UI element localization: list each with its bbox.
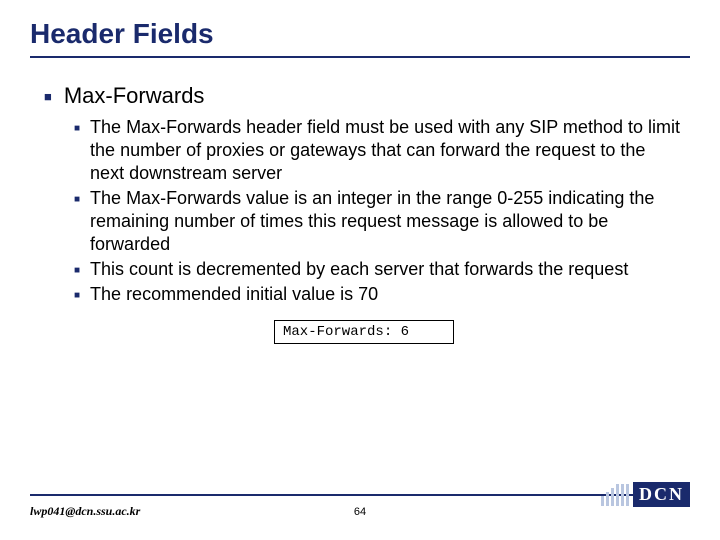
bullet-icon: ■ (44, 89, 52, 104)
level2-item: ■ The Max-Forwards header field must be … (74, 116, 684, 185)
bullet-icon: ■ (74, 194, 80, 205)
bullet-icon: ■ (74, 123, 80, 134)
logo-bars-icon (601, 484, 631, 506)
bullet-icon: ■ (74, 265, 80, 276)
logo: DCN (601, 482, 690, 507)
level2-text: The Max-Forwards header field must be us… (90, 116, 684, 185)
bullet-icon: ■ (74, 290, 80, 301)
level2-text: The recommended initial value is 70 (90, 283, 378, 306)
footer-email: lwp041@dcn.ssu.ac.kr (30, 504, 140, 519)
footer: lwp041@dcn.ssu.ac.kr 64 DCN (0, 494, 720, 528)
level2-list: ■ The Max-Forwards header field must be … (74, 116, 684, 306)
level2-item: ■ This count is decremented by each serv… (74, 258, 684, 281)
logo-text: DCN (633, 482, 690, 507)
code-example-box: Max-Forwards: 6 (274, 320, 454, 344)
content-area: ■ Max-Forwards ■ The Max-Forwards header… (0, 58, 720, 344)
level1-item: ■ Max-Forwards (44, 82, 684, 110)
level1-text: Max-Forwards (64, 82, 205, 110)
level2-text: The Max-Forwards value is an integer in … (90, 187, 684, 256)
page-number: 64 (354, 506, 366, 518)
slide-title: Header Fields (0, 0, 720, 56)
level2-item: ■ The Max-Forwards value is an integer i… (74, 187, 684, 256)
level2-item: ■ The recommended initial value is 70 (74, 283, 684, 306)
footer-divider (30, 494, 690, 496)
level2-text: This count is decremented by each server… (90, 258, 628, 281)
